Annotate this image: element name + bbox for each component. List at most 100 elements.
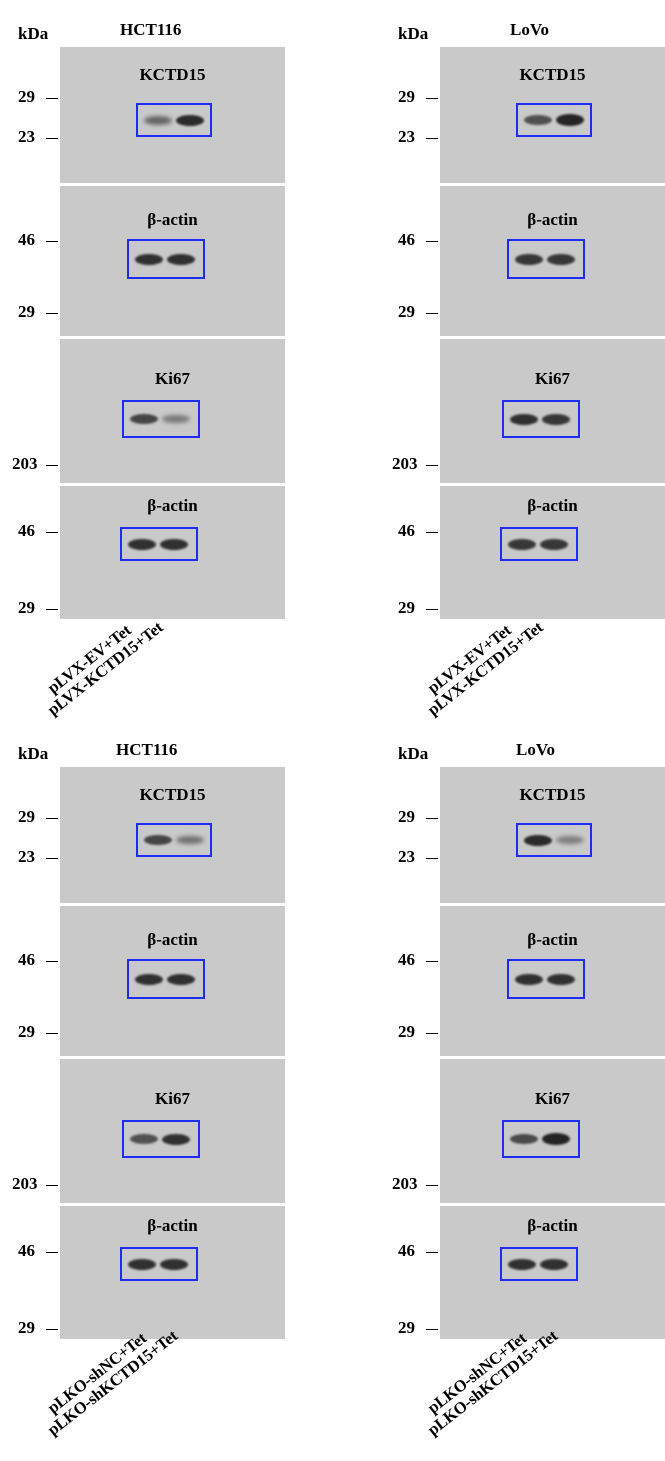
protein-band [128, 1258, 156, 1270]
protein-band [167, 253, 195, 265]
blot-membrane-4: β-actin [60, 486, 285, 619]
protein-band [167, 973, 195, 985]
mw-marker-value: 46 [18, 1241, 35, 1260]
cell-line-label: HCT116 [116, 740, 178, 759]
mw-marker-tick [46, 961, 58, 962]
protein-label: KCTD15 [139, 65, 206, 84]
highlight-box [516, 823, 592, 857]
protein-label: β-actin [527, 930, 578, 949]
blot-membrane-2: β-actin [440, 186, 665, 336]
mw-marker-value: 203 [392, 1174, 418, 1193]
protein-band [515, 253, 543, 265]
mw-marker-tick [46, 313, 58, 314]
mw-marker-tick [426, 313, 438, 314]
mw-marker-tick [426, 98, 438, 99]
protein-band [135, 973, 163, 985]
protein-band [160, 538, 188, 550]
mw-marker-tick [426, 858, 438, 859]
blot-membrane-2: β-actin [60, 906, 285, 1056]
protein-band [547, 253, 575, 265]
mw-marker-tick [46, 98, 58, 99]
mw-marker-tick [426, 532, 438, 533]
mw-marker-value: 29 [398, 807, 415, 826]
protein-band [144, 835, 172, 845]
mw-marker-tick [426, 465, 438, 466]
protein-band [135, 253, 163, 265]
mw-marker-tick [426, 1252, 438, 1253]
blot-panel-bottom-left: kDa HCT116 KCTD15 29 23 β-actin 46 29 Ki67 203 β-a… [12, 740, 288, 1460]
highlight-box [507, 239, 585, 279]
protein-label: Ki67 [535, 1089, 570, 1108]
mw-marker-value: 23 [18, 847, 35, 866]
mw-marker-value: 23 [18, 127, 35, 146]
mw-marker-tick [46, 465, 58, 466]
protein-band [515, 973, 543, 985]
mw-marker-tick [426, 1033, 438, 1034]
protein-label: Ki67 [155, 1089, 190, 1108]
mw-marker-value: 29 [398, 598, 415, 617]
mw-marker-tick [46, 1033, 58, 1034]
protein-band [130, 414, 158, 424]
mw-marker-value: 46 [18, 230, 35, 249]
mw-marker-tick [46, 1185, 58, 1186]
blot-membrane-4: β-actin [440, 486, 665, 619]
blot-membrane-1: KCTD15 [60, 47, 285, 183]
protein-label: β-actin [527, 1216, 578, 1235]
highlight-box [500, 527, 578, 561]
mw-marker-tick [426, 138, 438, 139]
mw-marker-tick [46, 532, 58, 533]
blot-membrane-1: KCTD15 [60, 767, 285, 903]
protein-band [547, 973, 575, 985]
protein-band [510, 413, 538, 425]
highlight-box [502, 400, 580, 438]
protein-band [176, 836, 204, 844]
highlight-box [136, 823, 212, 857]
protein-band [524, 834, 552, 846]
mw-marker-value: 29 [18, 302, 35, 321]
mw-marker-tick [46, 609, 58, 610]
protein-label: Ki67 [155, 369, 190, 388]
blot-panel-bottom-right: kDa LoVo KCTD15 29 23 β-actin 46 29 Ki67 203 β-act… [392, 740, 665, 1460]
protein-band [540, 1258, 568, 1270]
blot-membrane-3: Ki67 [440, 339, 665, 483]
highlight-box [516, 103, 592, 137]
mw-marker-value: 29 [398, 87, 415, 106]
blot-membrane-2: β-actin [60, 186, 285, 336]
mw-marker-value: 29 [18, 1318, 35, 1337]
cell-line-label: LoVo [510, 20, 550, 39]
highlight-box [120, 527, 198, 561]
protein-band [176, 114, 204, 126]
blot-membrane-1: KCTD15 [440, 767, 665, 903]
protein-band [160, 1258, 188, 1270]
protein-band [542, 1133, 570, 1145]
protein-label: β-actin [147, 930, 198, 949]
kda-unit-label: kDa [398, 24, 429, 43]
lane-label-2: pLKO-shKCTD15+Tet [43, 1326, 182, 1440]
mw-marker-tick [426, 1185, 438, 1186]
mw-marker-value: 203 [12, 1174, 38, 1193]
mw-marker-value: 29 [18, 1022, 35, 1041]
blot-panel-top-left: kDa HCT116 KCTD15 29 23 β-actin 46 29 Ki67 203 β-a… [12, 20, 288, 740]
protein-label: Ki67 [535, 369, 570, 388]
mw-marker-tick [46, 241, 58, 242]
highlight-box [127, 959, 205, 999]
mw-marker-value: 46 [398, 230, 415, 249]
kda-unit-label: kDa [398, 744, 429, 763]
protein-band [556, 114, 584, 126]
protein-band [540, 538, 568, 550]
highlight-box [120, 1247, 198, 1281]
protein-band [508, 538, 536, 550]
protein-label: β-actin [527, 210, 578, 229]
blot-membrane-2: β-actin [440, 906, 665, 1056]
blot-membrane-4: β-actin [440, 1206, 665, 1339]
mw-marker-tick [46, 1252, 58, 1253]
protein-label: β-actin [147, 496, 198, 515]
highlight-box [127, 239, 205, 279]
mw-marker-tick [426, 818, 438, 819]
mw-marker-value: 46 [398, 521, 415, 540]
mw-marker-value: 29 [398, 1318, 415, 1337]
protein-label: KCTD15 [519, 785, 586, 804]
lane-label-2: pLKO-shKCTD15+Tet [423, 1326, 562, 1440]
mw-marker-value: 203 [392, 454, 418, 473]
mw-marker-value: 23 [398, 847, 415, 866]
